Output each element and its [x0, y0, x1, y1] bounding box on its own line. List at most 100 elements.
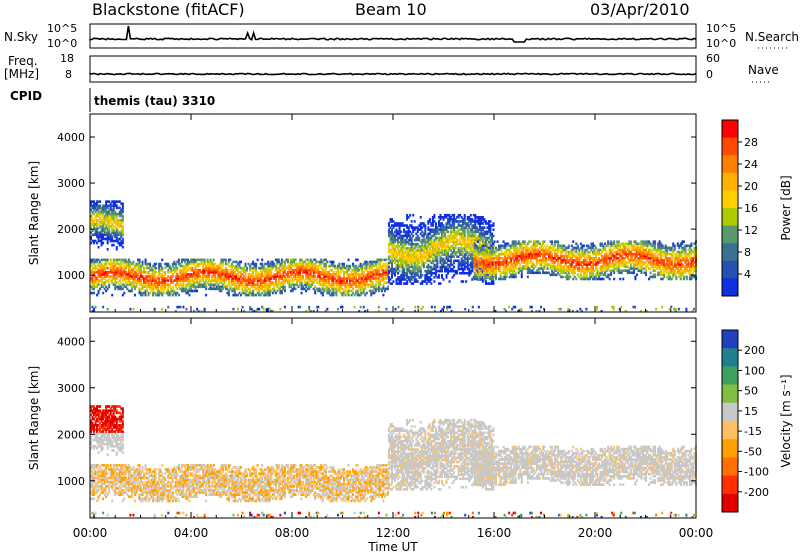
power-cell — [302, 285, 305, 289]
power-cell — [327, 289, 330, 293]
power-cell — [492, 234, 495, 238]
power-cell — [206, 273, 209, 276]
power-cell — [309, 275, 312, 278]
power-cell — [551, 240, 554, 243]
power-cell — [130, 285, 133, 289]
power-cell — [258, 277, 261, 280]
power-cell — [94, 260, 97, 264]
power-cell — [102, 266, 105, 270]
power-cell — [252, 277, 255, 280]
power-cell — [296, 264, 299, 268]
power-cell — [132, 266, 135, 270]
power-cell — [109, 279, 112, 282]
power-cell — [182, 275, 185, 278]
power-cell — [218, 279, 221, 282]
power-cell — [123, 277, 126, 280]
nave-tick-bottom: 0 — [706, 68, 713, 81]
power-cell — [258, 266, 261, 270]
power-cell — [193, 285, 196, 289]
power-cell — [255, 283, 258, 287]
power-cell — [158, 279, 161, 282]
power-cell — [152, 293, 155, 297]
power-cell — [149, 279, 152, 282]
power-cell — [199, 258, 202, 262]
power-cell — [296, 273, 299, 276]
power-cell — [265, 291, 268, 295]
power-cell — [320, 260, 323, 264]
power-cell — [132, 281, 135, 284]
power-cell — [224, 273, 227, 276]
power-cell — [100, 262, 103, 266]
power-cell — [320, 279, 323, 282]
power-cell — [153, 283, 156, 287]
power-cell — [118, 287, 121, 291]
power-cell — [223, 258, 226, 262]
power-cell — [97, 281, 100, 284]
power-cell — [146, 289, 149, 293]
power-cell — [102, 258, 105, 262]
power-cell — [256, 271, 259, 274]
power-cell — [90, 258, 93, 262]
power-cell — [371, 281, 374, 284]
power-cell — [253, 275, 256, 278]
power-cell — [233, 281, 236, 284]
power-cell — [224, 287, 227, 291]
power-cell — [153, 268, 156, 272]
power-cell — [185, 279, 188, 282]
power-cell — [229, 273, 232, 276]
power-cell — [191, 277, 194, 280]
power-cell — [189, 268, 193, 272]
power-cell — [174, 291, 177, 295]
power-cell — [244, 291, 247, 295]
power-cell — [127, 281, 130, 284]
power-cell — [124, 262, 127, 266]
power-cell — [280, 283, 283, 287]
power-cell — [330, 283, 333, 287]
power-cell — [333, 266, 336, 270]
power-cell — [158, 277, 161, 280]
power-cell — [162, 281, 165, 284]
power-cell — [261, 271, 264, 274]
power-cell — [99, 287, 102, 291]
power-cell — [105, 275, 108, 278]
power-cell — [321, 283, 324, 287]
power-cell — [165, 289, 168, 293]
power-cell — [133, 277, 136, 280]
power-cell — [327, 275, 330, 278]
power-cell — [149, 291, 152, 295]
power-cell — [265, 273, 268, 276]
power-cell — [453, 213, 456, 217]
power-cell — [300, 260, 303, 264]
power-cell — [123, 260, 126, 264]
power-cell — [311, 264, 314, 268]
power-cell — [267, 285, 270, 289]
power-cell — [117, 268, 120, 272]
power-cell — [127, 275, 130, 278]
power-cell — [179, 275, 182, 278]
power-cell — [336, 283, 339, 287]
power-cell — [241, 291, 244, 295]
power-cell — [293, 268, 296, 272]
power-cell — [91, 277, 94, 280]
power-cell — [123, 264, 126, 268]
power-cell — [149, 268, 152, 272]
power-cell — [221, 268, 224, 272]
power-cell — [185, 289, 188, 293]
power-cell — [303, 268, 306, 272]
power-cell — [106, 247, 109, 251]
power-cell — [279, 273, 282, 276]
power-cell — [167, 289, 170, 293]
power-cell — [221, 264, 224, 268]
power-cell — [276, 271, 279, 274]
power-cell — [205, 277, 208, 280]
power-cell — [106, 287, 109, 291]
power-cell — [276, 273, 279, 276]
power-cell — [256, 258, 259, 262]
power-cell — [283, 275, 286, 278]
power-cell — [252, 281, 255, 284]
power-cell — [259, 273, 262, 276]
power-cell — [138, 281, 141, 284]
power-cell — [124, 279, 127, 282]
power-cell — [300, 268, 303, 272]
power-cell — [165, 279, 168, 282]
